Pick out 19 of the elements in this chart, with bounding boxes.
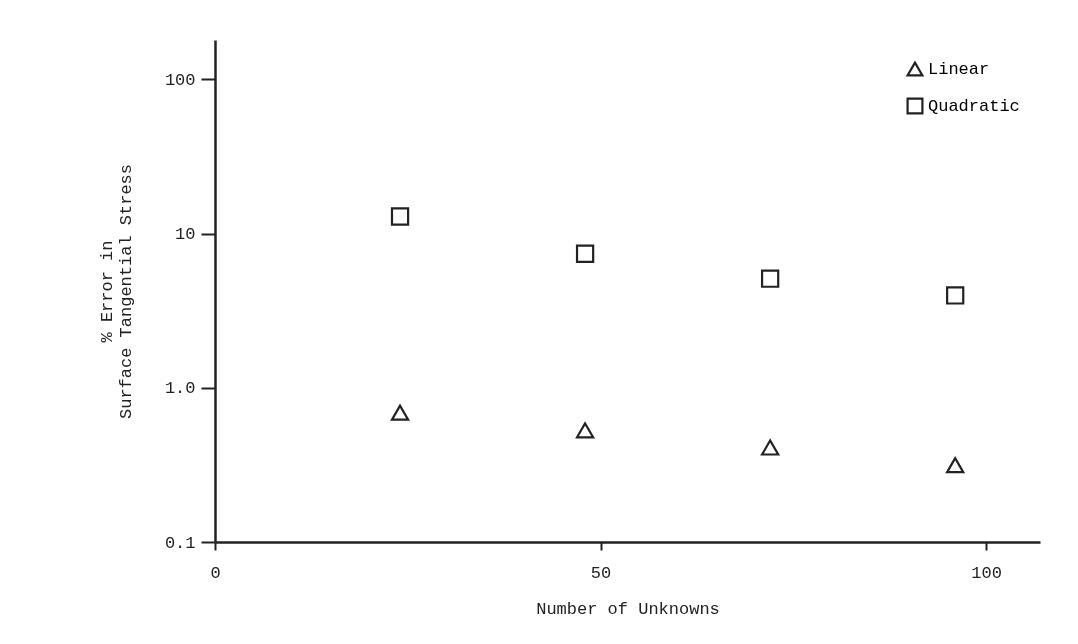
x-tick-label: 0 <box>210 563 221 583</box>
x-axis-title: Number of Unknowns <box>536 599 720 619</box>
x-tick-label: 100 <box>971 563 1002 583</box>
y-tick-label: 10 <box>175 225 196 245</box>
point <box>390 404 410 421</box>
y-axis-title: % Error in Surface Tangential Stress <box>97 163 136 420</box>
point <box>575 244 595 263</box>
legend-label: Linear <box>928 60 990 79</box>
y-tick-label: 100 <box>164 70 196 90</box>
point <box>946 286 965 305</box>
point <box>760 269 780 288</box>
y-tick-label: 0.1 <box>164 533 196 553</box>
legend-label: Quadratic <box>928 97 1020 116</box>
point <box>575 422 595 439</box>
x-tick-label: 50 <box>590 563 612 583</box>
y-tick-label: 1.0 <box>164 379 196 399</box>
point <box>760 439 780 456</box>
point <box>946 457 965 474</box>
point <box>390 207 410 226</box>
